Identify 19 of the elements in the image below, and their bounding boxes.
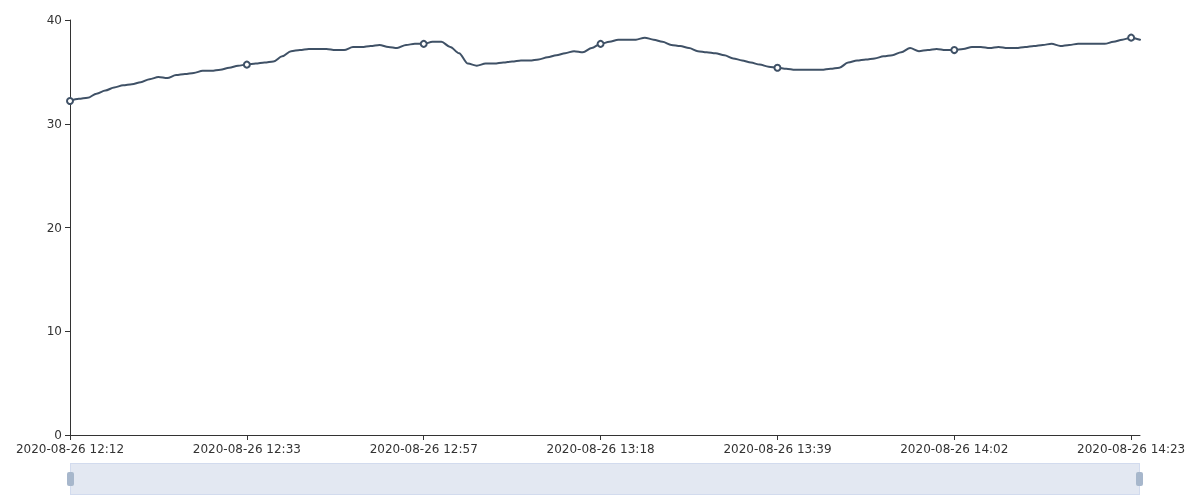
y-tick-label: 30 — [46, 116, 62, 131]
point — [1127, 33, 1136, 42]
y-tick-label: 20 — [46, 220, 62, 235]
point — [66, 96, 74, 105]
point — [419, 39, 428, 48]
x-tick-label: 2020-08-26 12:33 — [192, 442, 301, 456]
point — [773, 63, 782, 72]
x-tick-label: 2020-08-26 12:57 — [369, 442, 478, 456]
y-tick-label: 40 — [46, 13, 62, 27]
x-tick-label: 2020-08-26 12:12 — [15, 442, 125, 456]
x-tick-label: 2020-08-26 14:02 — [900, 442, 1009, 456]
x-tick-label: 2020-08-26 13:39 — [723, 442, 832, 456]
y-tick-label: 10 — [46, 324, 62, 339]
x-tick-label: 2020-08-26 13:18 — [546, 442, 655, 456]
x-tick-label: 2020-08-26 14:23 — [1077, 442, 1186, 456]
point — [950, 46, 959, 55]
point — [242, 60, 251, 69]
point — [596, 39, 605, 48]
y-tick-label: 0 — [54, 428, 62, 442]
